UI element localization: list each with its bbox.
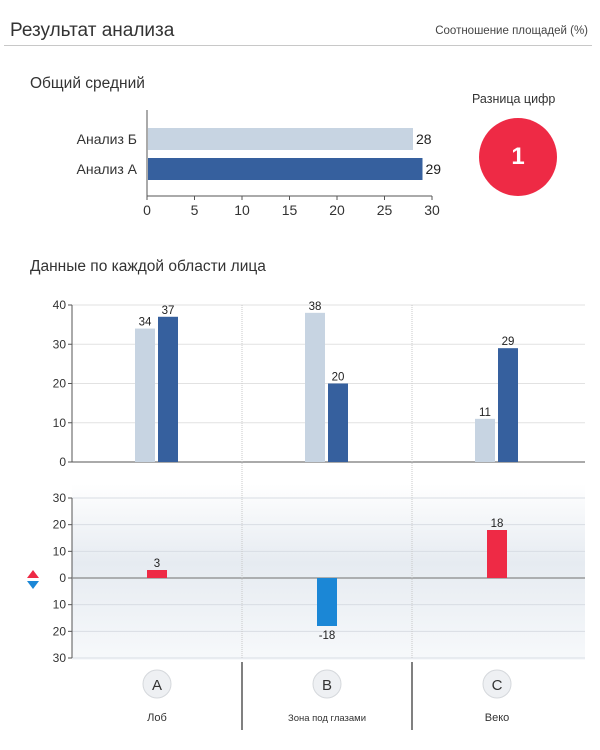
y-tick-label: 10 [53, 598, 67, 612]
y-tick-label: 40 [53, 298, 67, 312]
overall-bar [148, 128, 413, 150]
y-tick-label: 30 [53, 337, 67, 351]
overall-title: Общий средний [30, 75, 145, 92]
region-letter-badge [312, 669, 342, 699]
difference-label: Разница цифр [472, 92, 556, 106]
y-tick-label: 20 [53, 518, 67, 532]
region-bar-a-value: 37 [162, 305, 175, 317]
region-name: Веко [485, 712, 510, 724]
x-tick-label: 30 [424, 202, 440, 218]
x-tick-label: 20 [329, 202, 345, 218]
y-tick-label: 20 [53, 624, 67, 638]
region-name: Зона под глазами [288, 713, 366, 724]
region-bar-b [135, 328, 155, 462]
region-bar-a-value: 29 [502, 336, 515, 348]
page-header: Результат анализа Соотношение площадей (… [0, 0, 600, 46]
region-bar-b [475, 418, 495, 462]
difference-badge: 1 [479, 118, 557, 196]
region-letter-badge [482, 669, 512, 699]
difference-bar-value: -18 [319, 630, 336, 642]
overall-bar-value: 28 [416, 131, 432, 147]
y-tick-label: 20 [53, 377, 67, 391]
x-tick-label: 15 [282, 202, 298, 218]
region-bar-b-value: 11 [479, 407, 491, 419]
difference-bar [147, 570, 167, 578]
region-bar-a [158, 316, 178, 462]
y-tick-label: 10 [53, 544, 67, 558]
region-bar-a [328, 383, 348, 462]
region-bar-b [305, 312, 325, 462]
region-bar-a [498, 348, 518, 462]
y-tick-label: 0 [59, 571, 66, 585]
x-tick-label: 5 [191, 202, 199, 218]
regions-title: Данные по каждой области лица [30, 258, 266, 275]
overall-bar-chart: 0 5 10 15 20 25 30 28 Анализ Б 29 Анализ А [77, 110, 442, 218]
triangle-down-icon [26, 577, 40, 595]
overall-bar-label: Анализ Б [77, 131, 137, 147]
header-divider [4, 45, 592, 46]
region-bar-a-value: 20 [332, 372, 345, 384]
difference-bar [317, 578, 337, 626]
overall-bar-value: 29 [426, 161, 442, 177]
regions-bar-chart: 0 10 20 30 40 30 20 10 0 10 20 30 34 37 38 20 11 29 3 -18 18… [53, 298, 585, 730]
y-tick-label: 30 [53, 491, 67, 505]
region-bar-b-value: 34 [139, 317, 152, 329]
x-tick-label: 10 [234, 202, 250, 218]
x-tick-label: 0 [143, 202, 151, 218]
overall-bar [148, 158, 423, 180]
y-tick-label: 30 [53, 651, 67, 665]
region-letter: A [152, 677, 162, 694]
region-bar-b-value: 38 [309, 301, 322, 313]
difference-bar-value: 3 [154, 558, 160, 570]
region-name: Лоб [147, 712, 167, 724]
y-tick-label: 0 [59, 455, 66, 469]
region-letter-badge [142, 669, 172, 699]
difference-bar [487, 530, 507, 578]
x-tick-label: 25 [377, 202, 393, 218]
triangle-up-icon [26, 566, 40, 584]
region-letter: B [322, 677, 332, 694]
y-tick-label: 10 [53, 416, 67, 430]
page-subtitle: Соотношение площадей (%) [435, 25, 588, 37]
difference-bar-value: 18 [491, 518, 504, 530]
page-title: Результат анализа [10, 20, 175, 41]
region-letter: C [492, 677, 503, 694]
overall-bar-label: Анализ А [77, 161, 138, 177]
